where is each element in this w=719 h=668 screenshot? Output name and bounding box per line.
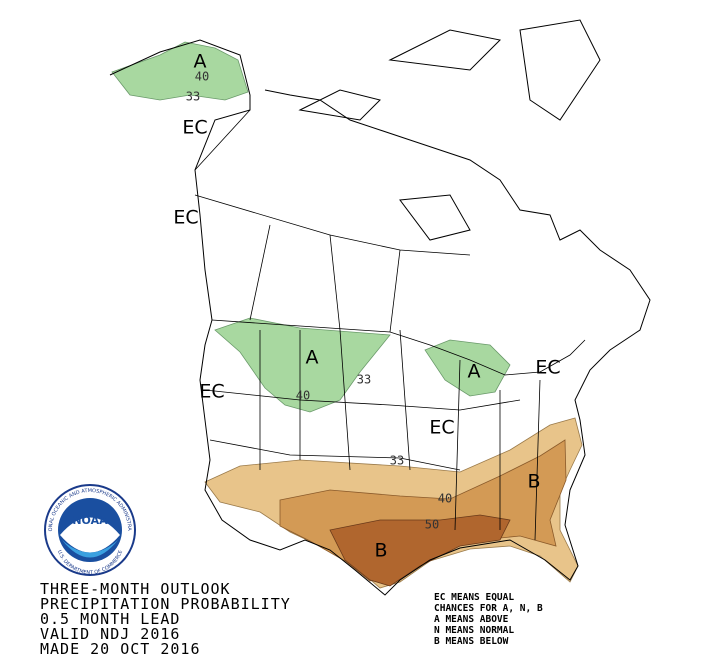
region-label: A bbox=[194, 51, 207, 73]
logo-ring-top-path: NATIONAL OCEANIC AND ATMOSPHERIC ADMINIS… bbox=[0, 0, 132, 531]
region-label: B bbox=[374, 540, 387, 562]
us-canada-border bbox=[211, 319, 586, 376]
logo-bird bbox=[60, 517, 120, 553]
title-line: VALID NDJ 2016 bbox=[40, 625, 180, 643]
title-line: PRECIPITATION PROBABILITY bbox=[40, 595, 291, 613]
title-line: 0.5 MONTH LEAD bbox=[40, 610, 180, 628]
arctic-islands bbox=[298, 19, 601, 241]
logo-name: NOAA bbox=[72, 514, 108, 527]
contour-label: 33 bbox=[186, 90, 200, 104]
coastline bbox=[109, 39, 651, 596]
region-label: EC bbox=[429, 417, 454, 439]
title-line: THREE-MONTH OUTLOOK bbox=[40, 580, 231, 598]
legend-line: CHANCES FOR A, N, B bbox=[434, 603, 543, 614]
logo-wave bbox=[62, 540, 118, 558]
title-line: MADE 20 OCT 2016 bbox=[40, 640, 201, 658]
legend-line: N MEANS NORMAL bbox=[434, 625, 514, 636]
above-area-lakes bbox=[424, 339, 511, 397]
logo-ring-top: NATIONAL OCEANIC AND ATMOSPHERIC ADMINIS… bbox=[0, 0, 132, 531]
region-label: A bbox=[306, 347, 319, 369]
region-label: EC bbox=[182, 117, 207, 139]
region-label: EC bbox=[173, 207, 198, 229]
contour-label: 33 bbox=[357, 373, 371, 387]
canada-provinces bbox=[194, 194, 471, 460]
contour-label: 40 bbox=[438, 492, 452, 506]
below-area-50 bbox=[329, 514, 511, 587]
noaa-logo: NOAA NATIONAL OCEANIC AND ATMOSPHERIC AD… bbox=[0, 0, 136, 576]
legend-line: B MEANS BELOW bbox=[434, 636, 509, 647]
contour-label: 40 bbox=[195, 70, 209, 84]
contour-label: 40 bbox=[296, 389, 310, 403]
region-label: B bbox=[527, 471, 540, 493]
contour-label: 50 bbox=[425, 518, 439, 532]
legend-line: A MEANS ABOVE bbox=[434, 614, 509, 625]
us-states bbox=[204, 329, 541, 541]
legend-line: EC MEANS EQUAL bbox=[434, 592, 514, 603]
contour-label: 33 bbox=[390, 454, 404, 468]
alaska-border bbox=[194, 109, 251, 171]
region-label: EC bbox=[535, 357, 560, 379]
region-label: A bbox=[468, 361, 481, 383]
region-label: EC bbox=[199, 381, 224, 403]
above-area-alaska bbox=[111, 41, 249, 101]
